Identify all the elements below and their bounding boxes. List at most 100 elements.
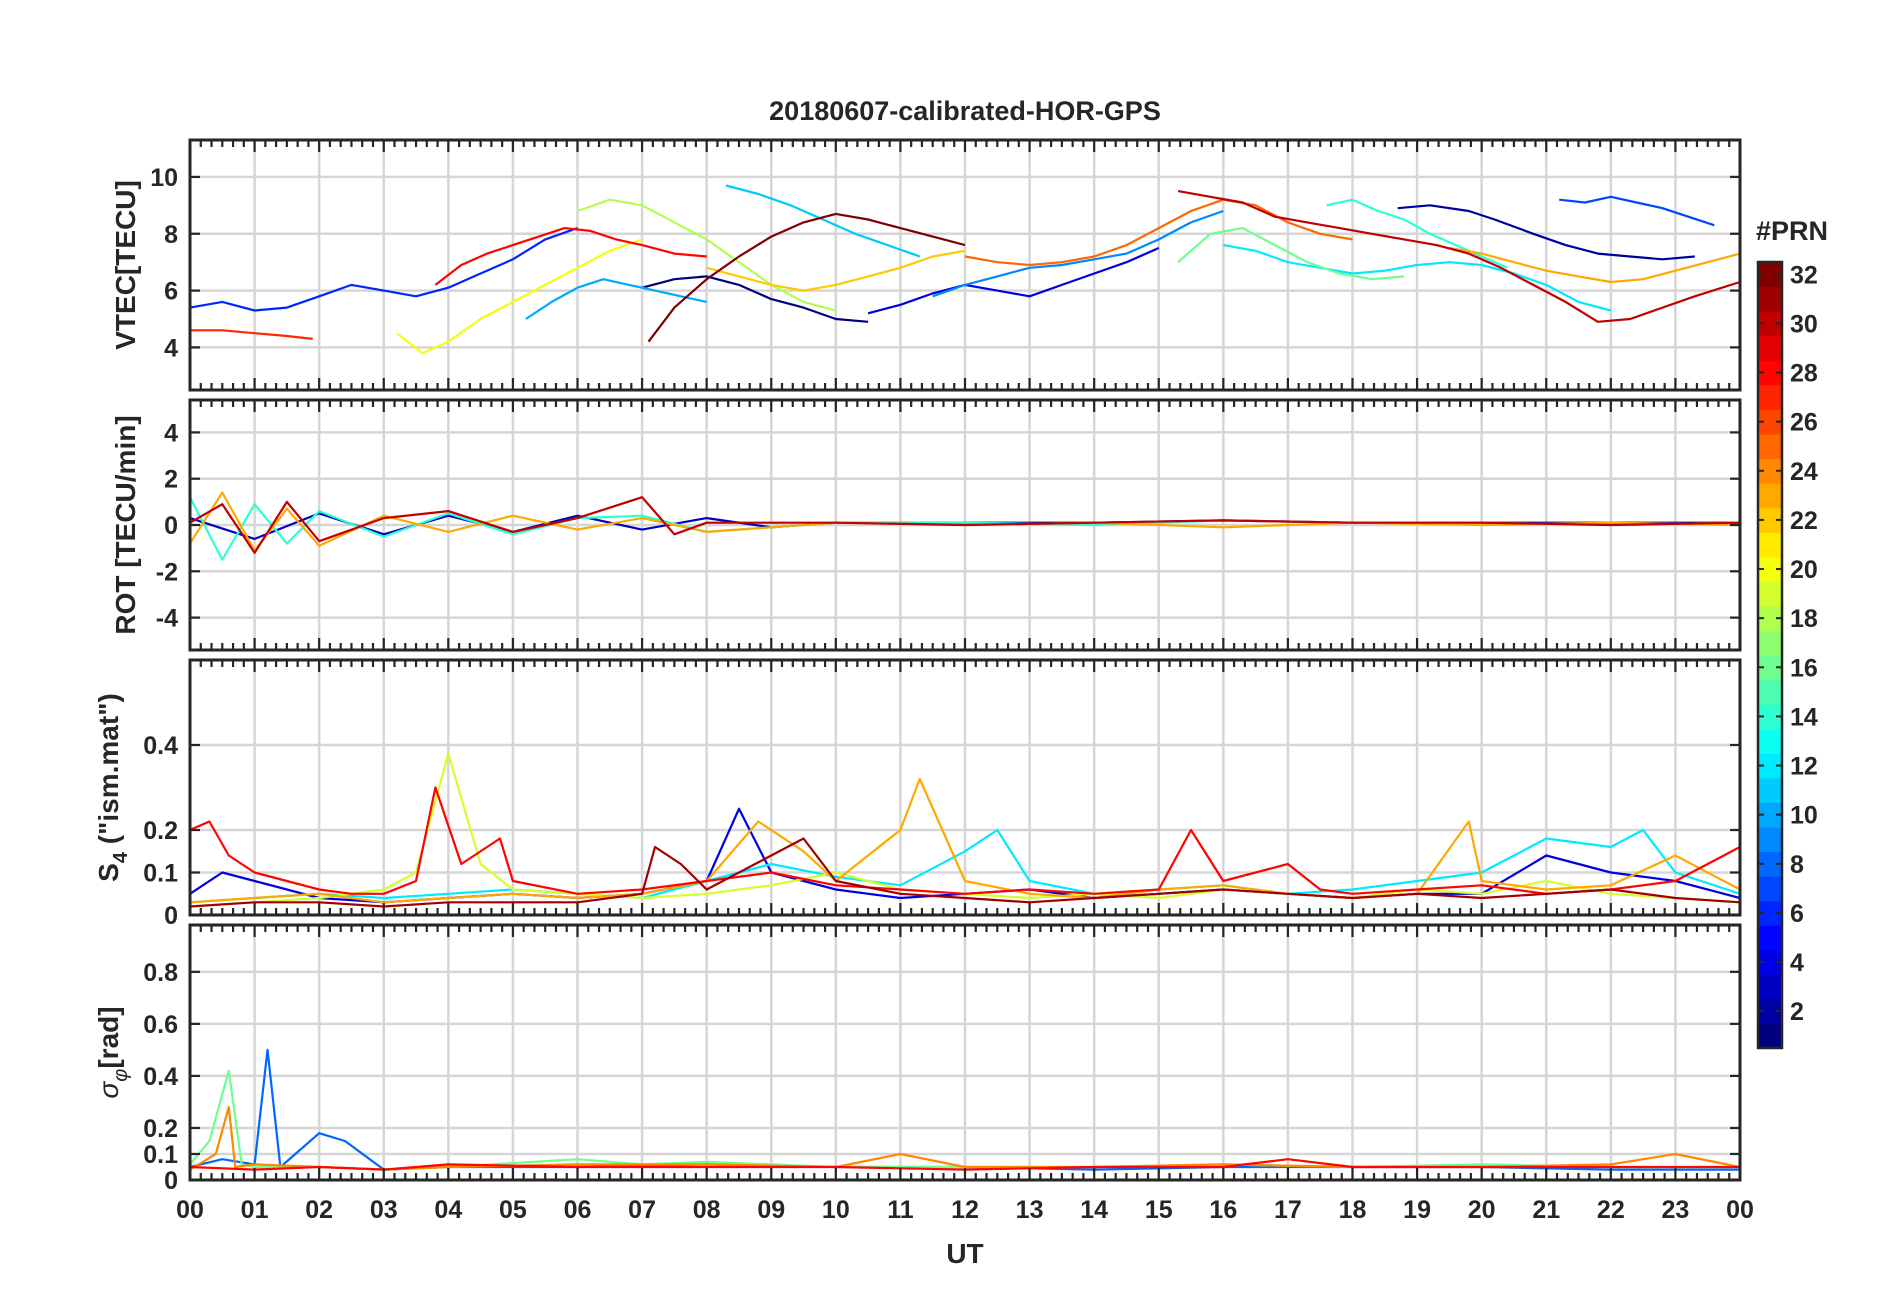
x-tick-label: 17	[1274, 1196, 1302, 1224]
colorbar-segment	[1758, 1023, 1782, 1049]
x-tick-label: 22	[1597, 1196, 1625, 1224]
series-prn-10	[525, 278, 707, 320]
colorbar-segment	[1758, 483, 1782, 509]
y-tick-label: 0.1	[143, 860, 178, 888]
y-tick-label: 0.6	[143, 1011, 178, 1039]
colorbar-frame	[1756, 260, 1784, 1050]
y-tick-label: -2	[156, 558, 178, 586]
panel-s4-series	[190, 752, 1740, 908]
panel-sigma_phi-frame	[188, 923, 1742, 1182]
series-prn-32	[647, 212, 966, 343]
x-tick-label: 00	[176, 1196, 204, 1224]
panel-sigma_phi: 00.10.2 0.4 0.6 0.8 σφ[rad]	[93, 923, 1742, 1195]
colorbar-tick-label: 20	[1790, 556, 1818, 584]
series-prn-18	[577, 198, 837, 312]
x-tick-label: 10	[822, 1196, 850, 1224]
x-tick-label: 11	[887, 1196, 914, 1224]
colorbar-tick-label: 24	[1790, 458, 1818, 486]
colorbar-segment	[1758, 777, 1782, 803]
colorbar-tick-label: 22	[1790, 507, 1818, 535]
y-tick-label: 8	[164, 221, 178, 249]
y-axis-label-s4: S4 ("ism.mat")	[93, 693, 132, 882]
series-prn-31	[190, 837, 1740, 908]
colorbar-tick-label: 10	[1790, 802, 1818, 830]
series-prn-23	[190, 777, 1740, 904]
y-tick-label: 10	[150, 164, 178, 192]
series-prn-23	[1449, 246, 1740, 284]
y-tick-label: 0.8	[143, 959, 178, 987]
series-prn-14	[1326, 198, 1508, 269]
series-prn-28	[190, 786, 1740, 895]
y-tick-label: 2	[164, 466, 178, 494]
series-prn-28	[434, 227, 707, 286]
colorbar-segment	[1758, 630, 1782, 656]
panel-rot-frame	[188, 398, 1742, 652]
y-tick-label: -4	[156, 605, 178, 633]
series-prn-6	[190, 227, 578, 312]
series-prn-30	[1177, 190, 1740, 323]
y-axis-label-vtec: VTEC[TECU]	[110, 180, 141, 350]
x-tick-label: 00	[1726, 1196, 1754, 1224]
colorbar-segment	[1758, 876, 1782, 902]
x-tick-label: 04	[434, 1196, 462, 1224]
x-tick-label: 16	[1209, 1196, 1237, 1224]
colorbar-tick-label: 8	[1790, 851, 1804, 879]
y-tick-label: 4	[164, 419, 178, 447]
colorbar-segment	[1758, 728, 1782, 754]
panel-s4: 0 0.1 0.2 0.4 S4 ("ism.mat")	[93, 658, 1742, 930]
y-tick-label: 0.2	[143, 817, 178, 845]
y-tick-label: 6	[164, 278, 178, 306]
y-axis-label-rot: ROT [TECU/min]	[110, 415, 141, 634]
colorbar-tick-label: 6	[1790, 900, 1804, 928]
y-tick-label: 0	[164, 1167, 178, 1195]
y-axis-label-sigma_phi: σφ[rad]	[93, 1006, 132, 1098]
x-tick-label: 01	[241, 1196, 269, 1224]
y-tick-label: 0.1	[143, 1141, 178, 1169]
colorbar-segment	[1758, 974, 1782, 1000]
colorbar-segment	[1758, 433, 1782, 460]
series-prn-30	[190, 496, 1740, 554]
y-tick-label: 4	[164, 334, 178, 362]
colorbar-segment	[1758, 826, 1782, 853]
x-tick-label: 03	[370, 1196, 398, 1224]
series-prn-22	[706, 249, 966, 292]
series-prn-16	[1177, 227, 1405, 281]
colorbar-tick-label: 26	[1790, 409, 1818, 437]
x-tick-label: 08	[693, 1196, 721, 1224]
chart-title: 20180607-calibrated-HOR-GPS	[769, 96, 1161, 126]
colorbar-tick-label: 4	[1790, 949, 1804, 977]
x-tick-label: 05	[499, 1196, 527, 1224]
colorbar-segment	[1758, 925, 1782, 951]
colorbar-segment	[1758, 286, 1782, 312]
colorbar-segment	[1758, 335, 1782, 361]
x-tick-label: 21	[1532, 1196, 1560, 1224]
colorbar-tick-label: 18	[1790, 605, 1818, 633]
series-prn-11	[725, 184, 921, 258]
y-tick-label: 0.2	[143, 1115, 178, 1143]
series-prn-7	[1559, 195, 1715, 227]
series-prn-1	[641, 275, 869, 323]
series-prn-9	[932, 209, 1224, 298]
x-tick-label: 02	[305, 1196, 333, 1224]
series-prn-2	[1397, 204, 1695, 261]
series-prn-25	[964, 198, 1353, 267]
x-tick-label: 15	[1145, 1196, 1173, 1224]
panel-vtec-frame	[188, 138, 1742, 392]
panel-s4-frame	[188, 658, 1742, 917]
x-tick-label: 06	[564, 1196, 592, 1224]
colorbar-tick-label: 14	[1790, 703, 1818, 731]
colorbar-segment	[1758, 532, 1782, 558]
x-tick-label: 18	[1339, 1196, 1367, 1224]
series-prn-12	[1223, 244, 1612, 312]
x-tick-label: 14	[1080, 1196, 1108, 1224]
colorbar-tick-label: 32	[1790, 261, 1818, 289]
panel-rot-series	[190, 491, 1740, 561]
x-tick-label: 23	[1662, 1196, 1690, 1224]
series-prn-4	[190, 807, 1740, 904]
colorbar-tick-label: 30	[1790, 310, 1818, 338]
x-tick-label: 13	[1016, 1196, 1044, 1224]
x-tick-label: 12	[951, 1196, 979, 1224]
panel-vtec-series	[190, 184, 1740, 355]
series-prn-27	[190, 329, 313, 340]
